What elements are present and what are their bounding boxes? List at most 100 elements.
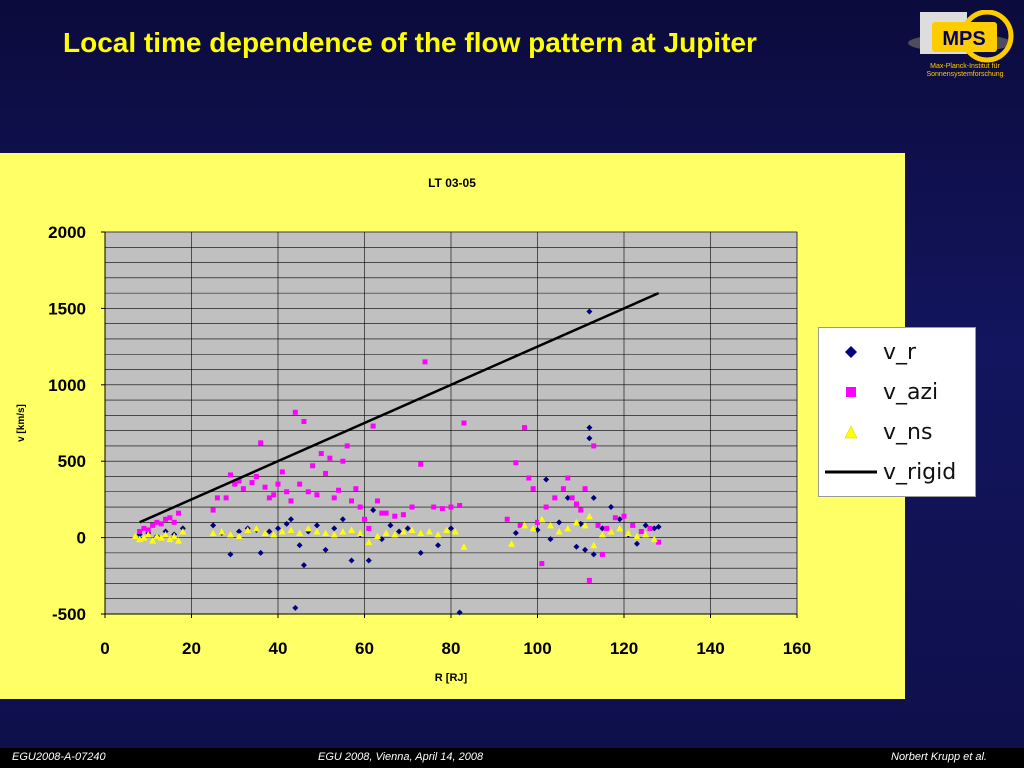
v-r-point [586, 435, 593, 442]
v-azi-point [210, 507, 216, 513]
v-azi-point [327, 455, 333, 461]
v-azi-point [621, 513, 627, 519]
scatter-chart: LT 03-05 -500 0 500 1000 1500 2000 0 20 40 60 80 10… [16, 176, 811, 684]
v-ns-point [244, 526, 252, 533]
v-r-point [227, 551, 234, 558]
legend-item-v-r: v_r [819, 334, 975, 370]
mps-logo-icon: MPS Max-Planck-Institut für Sonnensystem… [908, 9, 1014, 78]
v-ns-point [538, 515, 546, 523]
v-ns-point [633, 532, 641, 540]
slide-title: Local time dependence of the flow patter… [63, 27, 757, 58]
v-ns-point [443, 526, 451, 533]
v-azi-point [288, 498, 294, 504]
v-ns-point [175, 537, 183, 544]
v-azi-point [431, 504, 437, 510]
v-ns-point [157, 534, 165, 541]
logo-text: MPS [942, 28, 985, 50]
v-r-point [586, 424, 593, 431]
v-azi-point [370, 423, 376, 429]
v-ns-point [382, 529, 390, 537]
v-ns-point [365, 538, 373, 546]
v-ns-point [585, 512, 593, 520]
v-azi-point [409, 504, 415, 510]
v-ns-point [564, 524, 572, 532]
v-azi-point [214, 495, 220, 501]
y-tick-label: 0 [77, 529, 86, 548]
series-v-azi [137, 359, 662, 583]
footer-bar: EGU2008-A-07240 EGU 2008, Vienna, April … [0, 748, 1024, 768]
v-r-point [547, 536, 554, 543]
v-ns-point [339, 527, 347, 535]
v-ns-point [373, 532, 381, 540]
v-ns-point [287, 526, 295, 533]
v-azi-point [336, 487, 342, 493]
x-tick-label: 160 [783, 639, 811, 658]
y-tick-label: 500 [58, 452, 86, 471]
square-icon [819, 374, 883, 410]
v-azi-point [223, 495, 229, 501]
logo-subtext-2: Sonnensystemforschung [926, 71, 1003, 78]
v-r-point [275, 525, 281, 532]
legend-item-v-azi: v_azi [819, 374, 975, 410]
v-azi-point [310, 463, 316, 469]
v-ns-point [252, 524, 260, 532]
v-azi-point [573, 501, 579, 507]
legend-label: v_azi [883, 379, 939, 405]
series-v-rigid [139, 291, 660, 524]
v-ns-point [149, 537, 157, 544]
v-r-point [655, 523, 662, 530]
y-tick-label: 2000 [48, 223, 86, 242]
v-ns-point [425, 527, 433, 535]
v-azi-point [591, 443, 597, 449]
v-azi-point [236, 478, 242, 484]
footer-left: EGU2008-A-07240 [12, 751, 106, 763]
v-azi-point [292, 409, 298, 415]
v-azi-point [305, 489, 311, 495]
v-azi-point [171, 519, 177, 525]
v-r-point [296, 542, 303, 549]
v-azi-point [344, 443, 350, 449]
series-v-r [136, 308, 662, 616]
v-azi-point [604, 525, 610, 531]
v-azi-point [163, 516, 169, 522]
legend-label: v_ns [883, 419, 933, 445]
v-azi-point [301, 418, 307, 424]
v-azi-point [150, 522, 156, 528]
v-r-point [534, 526, 541, 533]
y-tick-label: -500 [52, 605, 86, 624]
v-azi-point [513, 460, 519, 466]
v-azi-point [167, 515, 173, 521]
v-azi-point [284, 489, 290, 495]
v-azi-point [362, 516, 367, 522]
v-r-point [313, 522, 320, 529]
v-r-point [283, 520, 290, 527]
v-azi-point [249, 480, 255, 486]
v-ns-point [650, 535, 658, 543]
v-ns-point [616, 524, 624, 532]
v-azi-point [253, 473, 259, 479]
x-tick-label: 0 [100, 639, 109, 658]
v-azi-point [379, 510, 385, 516]
v-r-point [266, 528, 273, 535]
v-ns-point [598, 531, 606, 538]
v-r-point [590, 551, 597, 558]
v-azi-point [539, 561, 545, 567]
v-ns-point [590, 541, 598, 549]
v-r-point [378, 536, 385, 543]
v-ns-point [330, 531, 338, 538]
v-azi-point [323, 470, 329, 476]
v-azi-point [439, 506, 445, 512]
legend-label: v_rigid [883, 459, 957, 485]
legend-item-v-rigid: v_rigid [819, 454, 975, 490]
v-ns-point [278, 527, 286, 535]
v-azi-point [522, 425, 528, 431]
v-azi-point [357, 504, 363, 510]
x-tick-label: 60 [355, 639, 374, 658]
data-series [131, 291, 662, 616]
chart-panel: LT 03-05 -500 0 500 1000 1500 2000 0 20 40 60 80 10… [0, 153, 905, 699]
v-ns-point [434, 531, 442, 538]
v-azi-point [552, 495, 558, 501]
v-azi-point [530, 486, 536, 492]
v-r-point [599, 525, 606, 532]
v-r-point [616, 516, 623, 523]
